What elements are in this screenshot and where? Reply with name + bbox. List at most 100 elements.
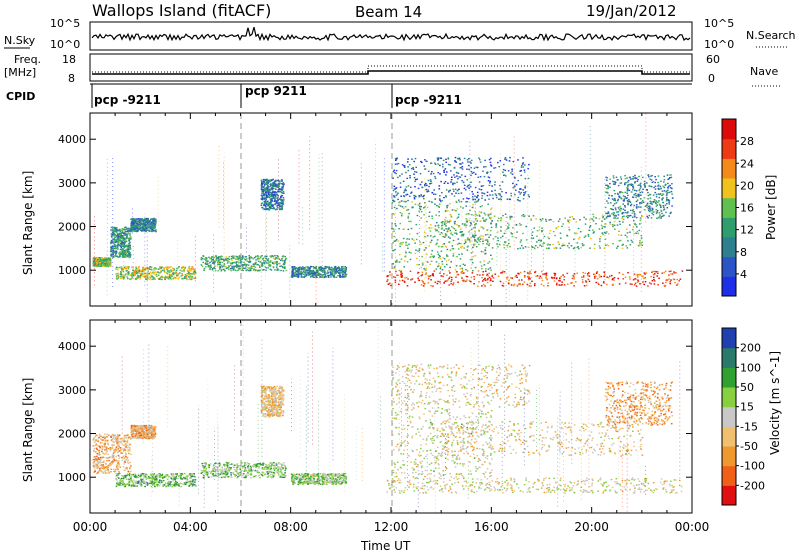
data-point [671,273,674,275]
data-point [643,197,646,199]
data-point [500,272,502,274]
data-point [324,267,327,269]
data-point [133,272,135,274]
data-point [430,227,433,229]
data-point [337,272,340,274]
data-point [431,217,434,220]
data-point [154,226,156,229]
data-point [120,229,122,231]
data-point [319,273,321,275]
data-point [123,241,126,243]
data-point [609,221,611,224]
data-point [517,179,519,182]
data-point [297,269,300,271]
data-point [501,190,503,193]
data-point [257,270,259,272]
data-point [473,245,476,247]
data-point [627,214,629,217]
data-point [603,275,605,278]
data-point [392,267,395,269]
data-point [464,239,466,241]
data-point [537,239,540,241]
data-point [135,271,138,273]
data-point [549,230,552,232]
data-point [633,204,636,207]
data-point [490,284,492,286]
data-point [638,243,641,246]
data-point [294,273,297,275]
data-point [547,285,549,287]
data-point [274,193,277,196]
data-point [413,194,415,197]
data-point [110,247,112,249]
data-point [467,198,470,200]
data-point [143,270,145,272]
data-point [305,266,307,268]
data-point [513,283,516,285]
data-point [447,236,450,238]
data-point [232,256,234,258]
data-point [408,195,411,197]
data-point [619,192,621,194]
data-point [529,270,531,272]
data-point [650,185,652,187]
data-point [643,272,646,274]
data-point [95,258,98,260]
data-point [509,216,511,218]
data-point [396,274,398,276]
data-point [617,184,620,187]
data-point [140,270,142,273]
data-point [207,260,209,262]
data-point [535,245,537,247]
data-point [423,231,426,233]
data-point [264,266,267,268]
data-point [122,239,124,241]
data-point [151,272,153,275]
data-point [474,239,476,241]
data-point [186,272,189,275]
data-point [275,183,277,185]
data-point [117,248,119,250]
data-point [396,261,399,263]
data-point [553,280,556,282]
data-point [140,229,142,232]
data-point [300,273,303,275]
data-point [139,226,142,229]
data-point [119,236,122,238]
data-point [129,246,131,248]
data-point [501,271,504,273]
data-point [457,172,460,174]
data-point [523,169,526,171]
data-point [491,274,494,276]
data-point [175,277,177,280]
data-point [665,191,667,193]
data-point [230,267,233,270]
data-point [254,263,257,265]
data-point [488,261,491,263]
data-point [125,238,128,240]
data-point [122,267,125,269]
data-point [217,257,219,259]
data-point [461,253,463,255]
data-point [405,186,408,188]
data-point [426,220,428,223]
data-point [450,283,452,285]
data-point [270,188,272,191]
data-point [589,226,591,229]
data-point [613,189,616,192]
data-point [669,212,672,215]
data-point [417,271,419,274]
data-point [266,255,268,257]
data-point [126,235,128,238]
data-point [558,284,560,286]
data-point [585,284,588,287]
data-point [273,185,276,187]
data-point [566,234,568,237]
data-point [657,187,660,190]
data-point [111,239,113,242]
data-point [609,223,611,225]
data-point [137,224,140,227]
data-point [445,228,447,230]
data-point [562,274,564,276]
